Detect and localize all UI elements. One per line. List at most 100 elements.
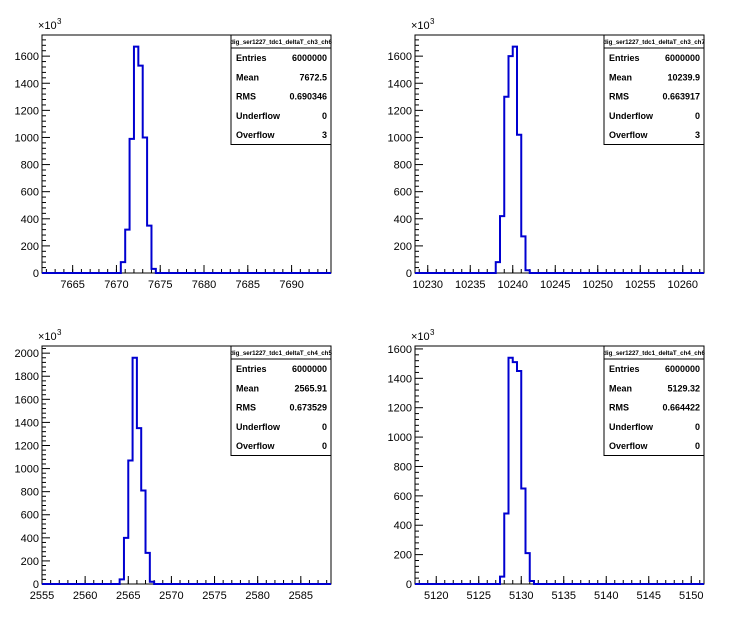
y-tick-label: 1600 xyxy=(388,344,412,356)
histogram-bin xyxy=(521,236,525,273)
y-tick-label: 1600 xyxy=(15,51,39,63)
histogram-bin xyxy=(504,97,508,273)
stats-row-value: 2565.91 xyxy=(294,383,327,393)
y-tick-label: 600 xyxy=(394,187,412,199)
stats-box: dig_ser1227_tdc1_deltaT_ch3_ch6 Entries 60… xyxy=(230,34,332,145)
x-tick-label: 5135 xyxy=(552,590,576,602)
stats-row-value: 0.690346 xyxy=(289,92,327,102)
y-tick-label: 800 xyxy=(21,160,39,172)
stats-row-value: 0 xyxy=(695,111,700,121)
y-tick-label: 0 xyxy=(406,268,412,280)
stats-row-value: 6000000 xyxy=(665,53,700,63)
x-tick-label: 2555 xyxy=(30,590,54,602)
stats-histogram-name: dig_ser1227_tdc1_deltaT_ch3_ch7 xyxy=(603,39,705,46)
x-tick-label: 10250 xyxy=(582,279,613,291)
stats-row-value: 5129.32 xyxy=(667,383,700,393)
y-tick-label: 1400 xyxy=(15,417,39,429)
y-tick-label: 800 xyxy=(394,461,412,473)
y-tick-label: 0 xyxy=(33,268,39,280)
y-tick-label: 600 xyxy=(21,187,39,199)
stats-row-value: 6000000 xyxy=(292,53,327,63)
y-tick-label: 0 xyxy=(406,579,412,591)
y-tick-label: 600 xyxy=(21,510,39,522)
y-tick-label: 200 xyxy=(394,241,412,253)
y-tick-label: 1000 xyxy=(388,132,412,144)
stats-row-label: Overflow xyxy=(236,130,276,140)
histogram-bin xyxy=(121,262,125,273)
y-tick-label: 400 xyxy=(394,214,412,226)
x-tick-label: 5120 xyxy=(424,590,448,602)
x-tick-label: 2580 xyxy=(245,590,269,602)
stats-row-value: 7672.5 xyxy=(299,72,327,82)
histogram-bin xyxy=(517,135,521,273)
x-tick-label: 10235 xyxy=(455,279,486,291)
y-tick-label: 1000 xyxy=(15,464,39,476)
stats-row-value: 0 xyxy=(322,441,327,451)
y-tick-label: 800 xyxy=(394,160,412,172)
stats-row-value: 0 xyxy=(322,422,327,432)
x-tick-label: 10245 xyxy=(540,279,571,291)
y-tick-label: 200 xyxy=(21,556,39,568)
stats-row-label: Mean xyxy=(609,383,632,393)
histogram-outline xyxy=(415,45,704,274)
y-tick-label: 0 xyxy=(33,579,39,591)
y-tick-label: 2000 xyxy=(15,348,39,360)
histogram-bin xyxy=(147,226,151,273)
y-tick-label: 1200 xyxy=(388,105,412,117)
histogram-outline xyxy=(415,356,704,585)
stats-histogram-name: dig_ser1227_tdc1_deltaT_ch4_ch5 xyxy=(230,350,332,357)
x-tick-label: 10260 xyxy=(667,279,698,291)
stats-row-value: 3 xyxy=(322,130,327,140)
x-tick-label: 2565 xyxy=(116,590,140,602)
x-tick-label: 2560 xyxy=(73,590,97,602)
stats-row-label: RMS xyxy=(609,92,629,102)
histogram-pad-1: 0 200 400 600 800 1000 1200 1400 1600 7665 7670 767… xyxy=(15,17,333,291)
x-tick-label: 2585 xyxy=(289,590,313,602)
histogram-bin xyxy=(517,371,521,584)
y-tick-label: 400 xyxy=(21,533,39,545)
stats-row-label: Overflow xyxy=(609,441,649,451)
histogram-bin xyxy=(509,56,513,273)
y-tick-label: 1200 xyxy=(15,440,39,452)
histogram-bin xyxy=(120,579,124,584)
histogram-bin xyxy=(521,489,525,584)
histogram-bin xyxy=(125,230,129,273)
y-tick-label: 400 xyxy=(21,214,39,226)
stats-row-label: Underflow xyxy=(609,422,654,432)
stats-box: dig_ser1227_tdc1_deltaT_ch4_ch5 Entries 60… xyxy=(230,345,332,456)
histogram-pad-2: 0 200 400 600 800 1000 1200 1400 1600 10230 10235 1… xyxy=(388,17,706,291)
y-tick-label: 1200 xyxy=(15,105,39,117)
x-tick-label: 5125 xyxy=(467,590,491,602)
y-tick-label: 1400 xyxy=(388,78,412,90)
stats-row-label: RMS xyxy=(609,403,629,413)
y-exponent-power: 3 xyxy=(57,17,62,26)
histogram-outline xyxy=(42,45,331,274)
histogram-bin xyxy=(128,460,132,584)
histogram-bin xyxy=(146,553,150,584)
stats-row-value: 3 xyxy=(695,130,700,140)
x-tick-label: 5130 xyxy=(509,590,533,602)
stats-row-value: 0 xyxy=(695,441,700,451)
histogram-bin xyxy=(124,538,128,584)
x-tick-label: 7685 xyxy=(236,279,260,291)
y-exponent-label: ×10 xyxy=(38,331,57,343)
x-tick-label: 10255 xyxy=(625,279,656,291)
histogram-bin xyxy=(143,137,147,273)
y-exponent-label: ×10 xyxy=(38,20,57,32)
y-tick-label: 1000 xyxy=(15,132,39,144)
histogram-pad-3: 0 200 400 600 800 1000 1200 1400 1600 1800 2000 255… xyxy=(15,328,333,602)
stats-row-value: 6000000 xyxy=(292,364,327,374)
histogram-bin xyxy=(526,553,530,584)
x-tick-label: 5140 xyxy=(594,590,618,602)
y-tick-label: 1600 xyxy=(388,51,412,63)
stats-row-label: Entries xyxy=(609,364,640,374)
x-tick-label: 5150 xyxy=(679,590,703,602)
stats-box-frame xyxy=(230,345,332,456)
x-tick-label: 10230 xyxy=(412,279,443,291)
histogram-pad-4: 0 200 400 600 800 1000 1200 1400 1600 5120 5125 513… xyxy=(388,328,706,602)
y-tick-label: 400 xyxy=(394,520,412,532)
histogram-bin xyxy=(504,513,508,584)
stats-row-label: Overflow xyxy=(236,441,276,451)
stats-histogram-name: dig_ser1227_tdc1_deltaT_ch4_ch6 xyxy=(603,350,705,357)
